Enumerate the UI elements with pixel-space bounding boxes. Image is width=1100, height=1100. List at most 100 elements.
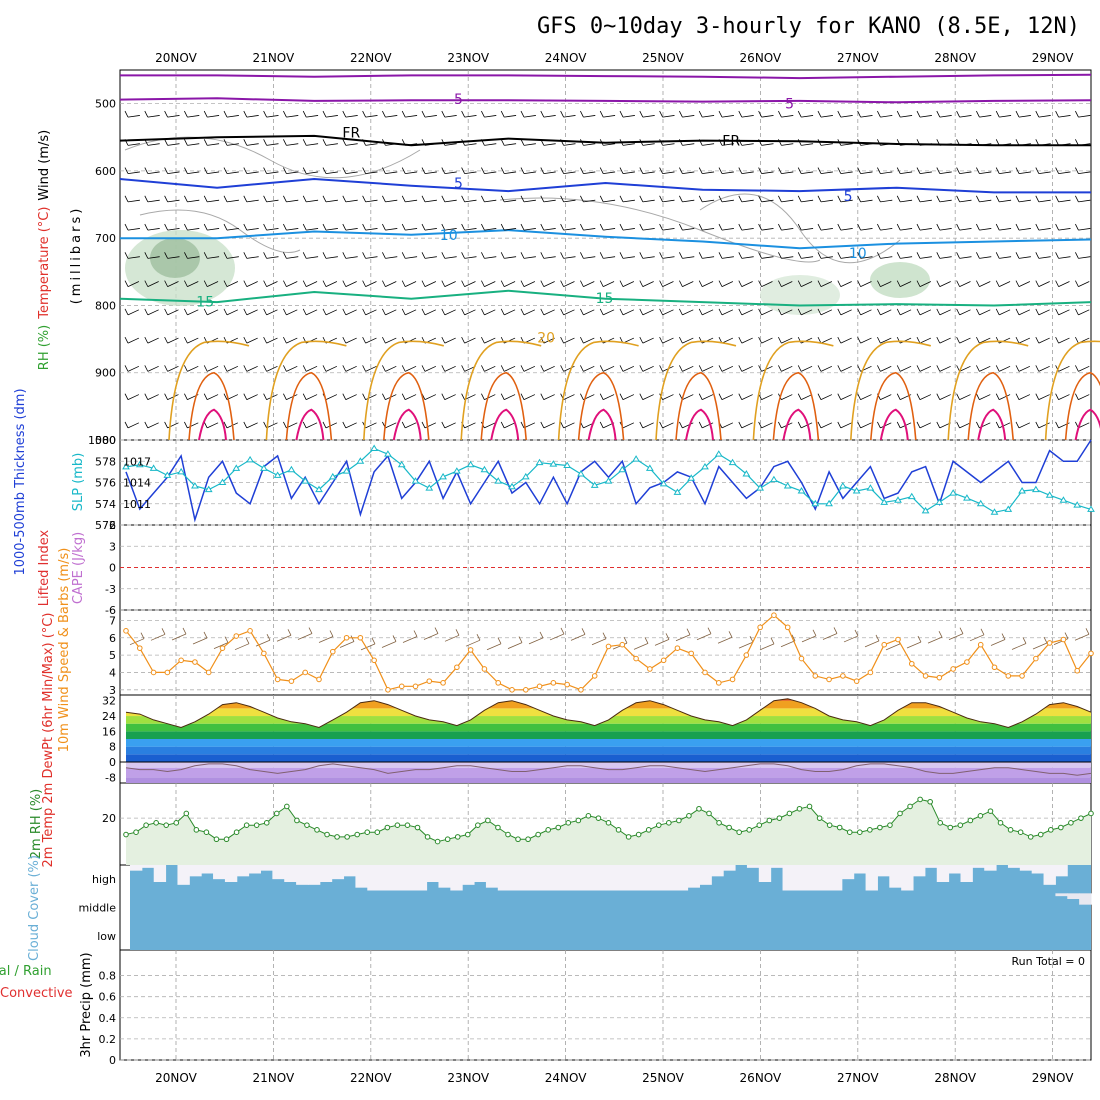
- wind-barb: [781, 394, 793, 400]
- wind10m-line-point: [481, 666, 488, 672]
- wind-barb: [900, 115, 913, 118]
- wind-barb: [801, 394, 813, 400]
- wind-barb: [801, 171, 814, 174]
- wind-barb: [325, 199, 338, 203]
- wind-barb: [246, 309, 258, 316]
- wind-barb-feather: [837, 167, 842, 174]
- rh-line-point: [123, 831, 129, 838]
- wind-barb: [761, 394, 773, 400]
- wind-barb: [464, 422, 476, 429]
- wind-barb: [622, 115, 635, 118]
- wind-barb: [603, 281, 615, 287]
- wind-barb: [840, 337, 852, 344]
- wind-barb: [147, 309, 159, 316]
- wind10m-line-point: [440, 680, 446, 686]
- wind-barb: [880, 337, 892, 344]
- wind-barb-feather: [778, 308, 782, 316]
- wind-barb-feather: [540, 365, 545, 372]
- wind-barb: [1078, 228, 1091, 231]
- wind-barb: [860, 199, 873, 203]
- wind-barb: [444, 337, 456, 344]
- cloud-high-bar: [699, 865, 712, 885]
- wind-barb-feather: [263, 421, 267, 429]
- wind-barb-feather: [520, 421, 525, 429]
- date-label-top: 23NOV: [447, 51, 489, 65]
- wind-barb: [484, 337, 496, 344]
- wind-barb-feather: [500, 139, 505, 146]
- wind-barb-feather: [995, 308, 1000, 316]
- wind-barb-feather: [599, 252, 604, 259]
- wind-barb: [662, 337, 674, 344]
- wind-barb: [682, 115, 695, 118]
- wind-barb-feather: [184, 393, 188, 400]
- wind10m-barb-feather: [203, 631, 208, 639]
- cloud-high-bar: [319, 865, 333, 882]
- wind-barb: [900, 199, 913, 203]
- wind-barb: [1018, 281, 1031, 287]
- wind-barb-feather: [421, 308, 426, 316]
- wind-barb: [662, 422, 674, 429]
- wind-barb: [761, 337, 773, 344]
- wind-barb-feather: [441, 139, 446, 146]
- wind-barb-feather: [1075, 167, 1079, 174]
- wind-barb: [484, 143, 497, 146]
- wind-barb-feather: [738, 336, 743, 344]
- wind-barb: [860, 281, 872, 287]
- wind-barb: [306, 394, 318, 400]
- wind10m-barb-feather: [1085, 628, 1090, 635]
- wind-barb: [583, 228, 596, 231]
- y-tick-label: 1000: [88, 434, 116, 447]
- wind-barb-feather: [797, 365, 802, 372]
- cloud-high-bar: [379, 865, 392, 891]
- slp-line-point: [549, 460, 558, 467]
- wind-barb: [741, 281, 753, 287]
- wind-barb: [682, 256, 695, 259]
- slp-line-point: [218, 478, 227, 485]
- wind-barb-feather: [401, 167, 406, 174]
- wind-barb: [266, 281, 278, 287]
- wind-barb: [622, 281, 635, 287]
- cloud-high-bar: [675, 865, 689, 891]
- cloud-high-bar: [794, 865, 807, 891]
- wind10m-barb-feather: [1022, 637, 1027, 644]
- wind-barb-feather: [1035, 280, 1040, 287]
- wind-barb: [484, 228, 497, 231]
- wind-barb-feather: [758, 223, 762, 231]
- wind10m-barb-feather: [938, 630, 943, 638]
- wind-barb: [444, 309, 456, 316]
- wind-barb: [266, 143, 279, 146]
- cloud-high-bar: [284, 865, 297, 882]
- wind-barb-feather: [916, 110, 921, 118]
- rh-line-point: [545, 827, 551, 833]
- wind-barb-feather: [599, 223, 604, 231]
- rh-line-point: [897, 810, 903, 817]
- slp-line-point: [135, 460, 144, 468]
- wind-barb-feather: [144, 393, 149, 400]
- isotherm-line: [850, 340, 932, 441]
- wind-barb: [424, 143, 437, 146]
- wind-barb: [523, 422, 536, 429]
- wind-barb-feather: [461, 139, 465, 146]
- wind-barb-feather: [659, 110, 663, 118]
- wind-barb-feather: [283, 110, 287, 118]
- wind-barb-feather: [1035, 139, 1040, 146]
- wind-barb: [167, 228, 180, 231]
- cloud-layer-label: high: [92, 873, 116, 886]
- y-tick-label: 500: [95, 98, 116, 111]
- wind10m-barb: [444, 634, 460, 642]
- cloud-high-bar: [723, 865, 736, 871]
- rh-line-point: [1027, 834, 1034, 840]
- wind-barb: [721, 228, 734, 231]
- wind-barb: [424, 365, 437, 372]
- wind-barb-feather: [1015, 280, 1020, 287]
- wind-barb-feather: [1055, 223, 1059, 231]
- wind-barb: [523, 228, 536, 231]
- wind-barb: [939, 199, 952, 203]
- wind-barb-feather: [362, 252, 366, 259]
- wind-barb-feather: [797, 308, 802, 316]
- wind-barb-feather: [1035, 421, 1040, 429]
- wind10m-barb: [423, 633, 439, 640]
- cloud-high-bar: [343, 865, 356, 877]
- wind-barb-feather: [619, 280, 624, 287]
- wind-barb: [226, 256, 239, 259]
